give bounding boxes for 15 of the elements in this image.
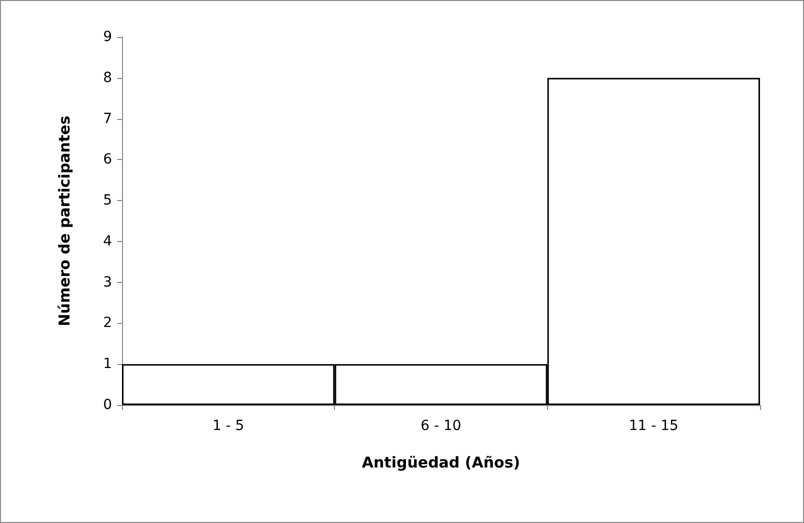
- y-tick-label: 4: [103, 233, 112, 250]
- y-tick-label: 1: [103, 356, 112, 372]
- y-tick-label: 9: [103, 29, 112, 45]
- y-tick-label: 6: [103, 152, 112, 168]
- y-tick-label: 7: [103, 110, 112, 127]
- x-tick-label: 1 - 5: [212, 418, 244, 434]
- x-axis-title: Antigüedad (Años): [362, 454, 520, 472]
- y-tick-label: 5: [103, 192, 112, 209]
- y-tick-label: 8: [103, 70, 112, 86]
- y-tick-label: 0: [103, 397, 112, 413]
- y-tick-label: 3: [103, 274, 112, 290]
- x-tick-label: 6 - 10: [420, 418, 462, 434]
- x-tick-label: 11 - 15: [628, 418, 678, 434]
- y-tick-label: 2: [103, 315, 112, 332]
- y-axis-title: Número de participantes: [56, 116, 74, 326]
